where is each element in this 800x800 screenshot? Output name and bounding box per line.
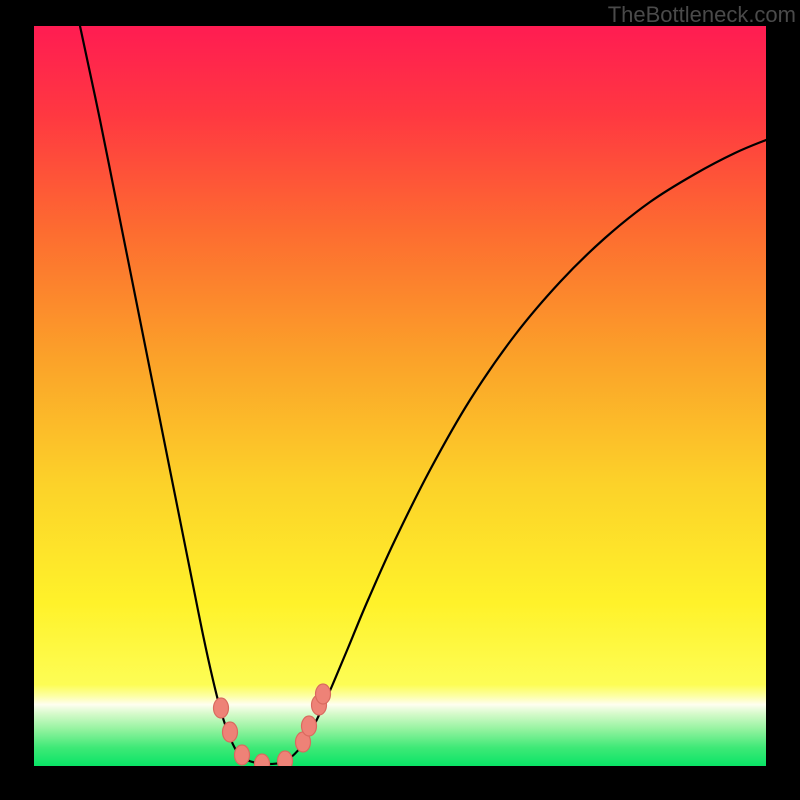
data-marker	[255, 754, 270, 774]
plot-background	[34, 26, 766, 766]
data-marker	[235, 745, 250, 765]
data-marker	[214, 698, 229, 718]
data-marker	[223, 722, 238, 742]
data-marker	[302, 716, 317, 736]
data-marker	[316, 684, 331, 704]
bottleneck-chart	[0, 0, 800, 800]
data-marker	[278, 751, 293, 771]
